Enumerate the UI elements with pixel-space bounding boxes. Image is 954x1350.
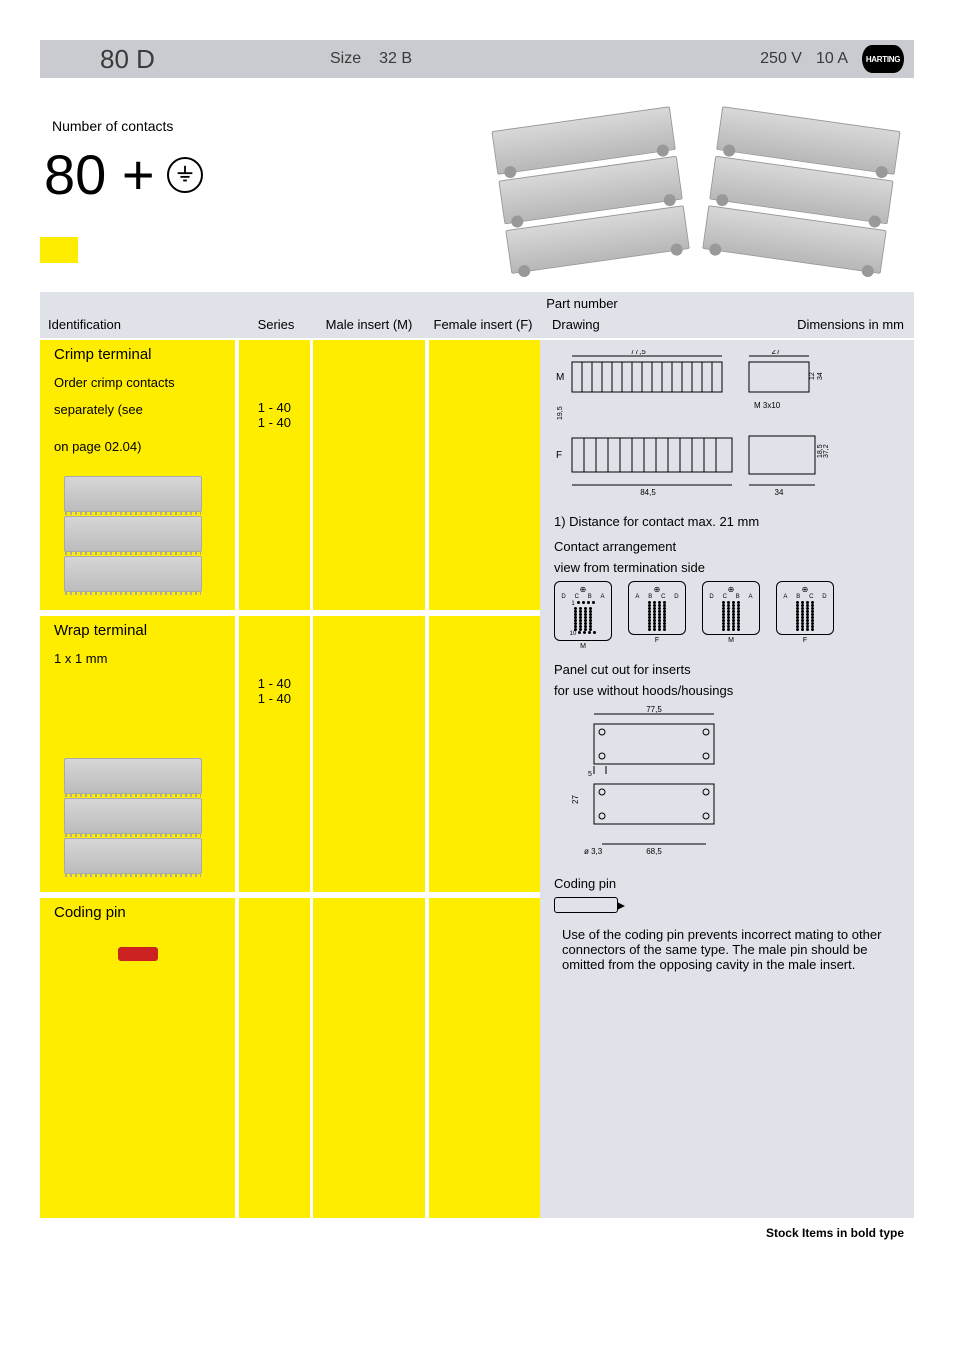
- wrap-sub1: 1 x 1 mm: [40, 645, 235, 672]
- header-title: 80 D: [100, 44, 330, 75]
- svg-text:77,5: 77,5: [630, 350, 646, 356]
- svg-text:19,5: 19,5: [557, 406, 564, 420]
- header-size: Size 32 B: [330, 50, 412, 68]
- header-rating: 250 V 10 A HARTING: [760, 45, 904, 73]
- ground-icon: [167, 157, 203, 193]
- crimp-sub1: Order crimp contacts: [40, 369, 235, 396]
- crimp-series2: 1 - 40: [258, 415, 291, 430]
- wrap-series1: 1 - 40: [258, 676, 291, 691]
- svg-text:18,5: 18,5: [817, 444, 824, 458]
- coding-subtitle: Coding pin: [554, 876, 904, 891]
- svg-text:34: 34: [817, 372, 824, 380]
- col-female: Female insert (F): [426, 311, 540, 338]
- svg-text:27: 27: [772, 350, 781, 356]
- wrap-male: [313, 616, 424, 892]
- wrap-female: [429, 616, 540, 892]
- svg-text:34: 34: [775, 488, 784, 497]
- wrap-series2: 1 - 40: [258, 691, 291, 706]
- hero-image: [477, 118, 914, 268]
- arrangement-title: Contact arrangement: [554, 539, 904, 554]
- section-coding: Coding pin: [40, 898, 540, 1218]
- header-bar: 80 D Size 32 B 250 V 10 A HARTING: [40, 40, 914, 78]
- svg-text:5: 5: [588, 771, 592, 778]
- yellow-strip: [40, 237, 78, 263]
- crimp-female: [429, 340, 540, 610]
- drawing-panel: M 77,5 27 34 12 M 3x10: [540, 340, 914, 1218]
- col-series: Series: [240, 311, 312, 338]
- coding-series: [239, 898, 309, 1218]
- section-wrap: Wrap terminal 1 x 1 mm 1 - 40 1 - 40: [40, 616, 540, 892]
- crimp-male: [313, 340, 424, 610]
- col-partnumber: Part number: [468, 296, 696, 311]
- dim-drawing: M 77,5 27 34 12 M 3x10: [554, 350, 904, 500]
- panel-title: Panel cut out for inserts: [554, 662, 904, 677]
- size-value: 32 B: [379, 50, 412, 68]
- svg-text:12: 12: [809, 372, 816, 380]
- svg-text:M: M: [556, 372, 564, 383]
- crimp-sub2: separately (see: [40, 396, 235, 423]
- panel-cutout-drawing: 77,5 5 27: [554, 704, 904, 864]
- svg-text:77,5: 77,5: [646, 705, 662, 714]
- spec-table: Part number Identification Series Male i…: [40, 292, 914, 1218]
- contacts-section: Number of contacts 80 +: [40, 118, 914, 268]
- coding-pin-image: [118, 947, 158, 961]
- table-header: Identification Series Male insert (M) Fe…: [40, 311, 914, 340]
- coding-text: Use of the coding pin prevents incorrect…: [554, 927, 904, 972]
- thead-group: Part number: [40, 292, 914, 311]
- crimp-sub3: on page 02.04): [40, 433, 235, 460]
- svg-text:F: F: [556, 450, 562, 461]
- coding-female: [429, 898, 540, 1218]
- contact-arrangement: ⊕DCBA110M ⊕ABCDF ⊕DCBAM ⊕ABCDF: [554, 581, 904, 650]
- crimp-series: 1 - 40 1 - 40: [239, 340, 309, 610]
- coding-pin-sketch: [554, 897, 618, 913]
- svg-text:68,5: 68,5: [646, 847, 662, 856]
- contacts-label: Number of contacts: [52, 118, 477, 134]
- table-left: Crimp terminal Order crimp contacts sepa…: [40, 340, 540, 1218]
- size-label: Size: [330, 50, 361, 68]
- drawing-note: 1) Distance for contact max. 21 mm: [554, 514, 904, 529]
- wrap-title: Wrap terminal: [40, 616, 235, 645]
- footer-note: Stock Items in bold type: [0, 1226, 904, 1240]
- contacts-value: 80 +: [44, 142, 477, 207]
- coding-title: Coding pin: [40, 898, 235, 927]
- col-identification: Identification: [40, 311, 240, 338]
- crimp-title: Crimp terminal: [40, 340, 235, 369]
- col-dimensions: Dimensions in mm: [774, 311, 914, 338]
- voltage: 250 V: [760, 50, 802, 68]
- brand-logo: HARTING: [862, 45, 904, 73]
- col-drawing: Drawing: [540, 311, 774, 338]
- svg-text:37,2: 37,2: [823, 444, 830, 458]
- wrap-image: [50, 752, 210, 882]
- svg-text:M 3x10: M 3x10: [754, 401, 781, 410]
- svg-text:ø 3,3: ø 3,3: [584, 847, 603, 856]
- crimp-series1: 1 - 40: [258, 400, 291, 415]
- col-male: Male insert (M): [312, 311, 426, 338]
- current: 10 A: [816, 50, 848, 68]
- panel-sub: for use without hoods/housings: [554, 683, 904, 698]
- svg-text:84,5: 84,5: [640, 488, 656, 497]
- coding-male: [313, 898, 424, 1218]
- contacts-count: 80 +: [44, 142, 155, 207]
- section-crimp: Crimp terminal Order crimp contacts sepa…: [40, 340, 540, 610]
- crimp-image: [50, 470, 210, 600]
- arrangement-sub: view from termination side: [554, 560, 904, 575]
- svg-text:27: 27: [571, 795, 580, 804]
- wrap-series: 1 - 40 1 - 40: [239, 616, 309, 892]
